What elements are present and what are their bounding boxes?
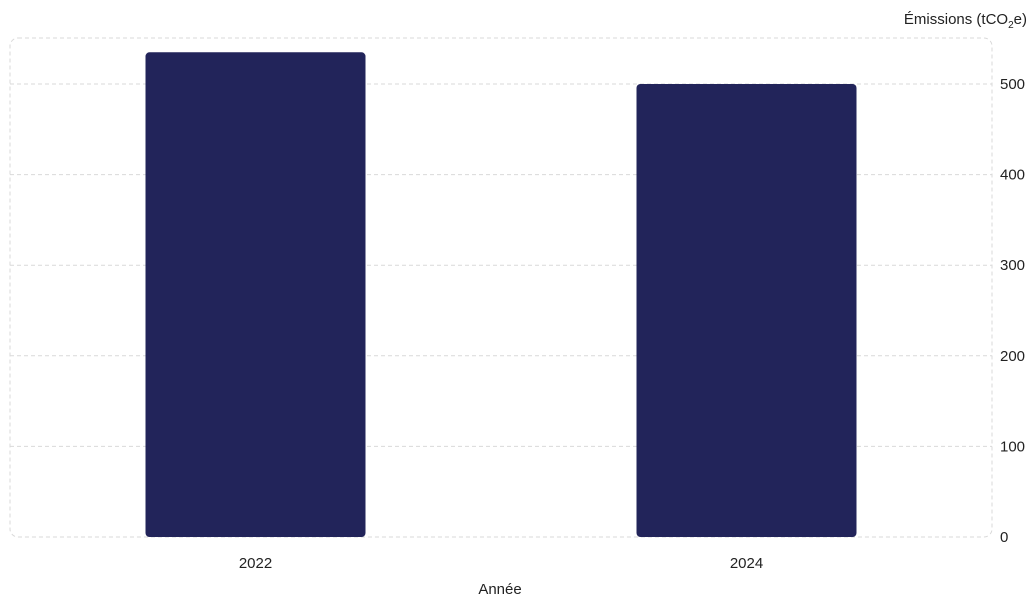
x-tick-label-2022: 2022	[239, 555, 272, 572]
y-axis-label-end: e)	[1014, 11, 1027, 28]
y-axis-label-main: Émissions (tCO	[904, 11, 1008, 28]
bar-2022	[145, 52, 366, 537]
plot-frame	[9, 37, 993, 538]
bars-layer	[145, 52, 857, 537]
y-tick-label-100: 100	[1000, 438, 1025, 455]
y-axis-label-subscript: 2	[1008, 20, 1014, 31]
x-axis-ticks: 2022 2024	[239, 555, 763, 572]
y-tick-label-500: 500	[1000, 76, 1025, 93]
y-tick-label-400: 400	[1000, 167, 1025, 184]
y-axis-ticks: 0 100 200 300 400 500	[1000, 76, 1025, 546]
x-tick-label-2024: 2024	[730, 555, 763, 572]
bar-2024	[636, 84, 857, 537]
y-tick-label-0: 0	[1000, 529, 1008, 546]
y-tick-label-300: 300	[1000, 257, 1025, 274]
x-axis-label: Année	[478, 581, 521, 596]
y-tick-label-200: 200	[1000, 348, 1025, 365]
y-axis-label: Émissions (tCO2e)	[904, 11, 1027, 31]
